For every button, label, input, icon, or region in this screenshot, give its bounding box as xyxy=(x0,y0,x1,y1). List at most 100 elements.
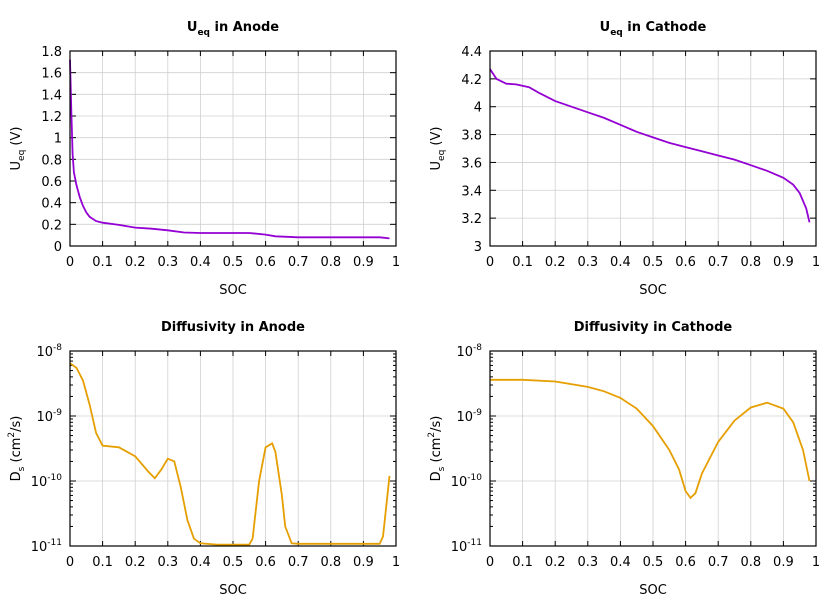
title-main: Diffusivity in Anode xyxy=(161,320,305,335)
y-label-part: eq xyxy=(17,150,27,161)
title-rest: in Cathode xyxy=(623,20,707,35)
plot-frame xyxy=(69,350,397,547)
data-series-line xyxy=(490,378,811,500)
y-tick-label: 1.4 xyxy=(41,88,62,103)
y-label-part: /s) xyxy=(429,416,444,432)
x-tick-label: 0 xyxy=(66,555,74,570)
x-tick-label: 0.3 xyxy=(157,255,178,270)
subplot-3: 0 0.1 0.2 0.3 0.4 0.5 0.6 0.7 0.8 0.9 110-1110-101… xyxy=(7,320,400,598)
y-tick-label: 10-9 xyxy=(456,408,482,425)
y-label-part: (V) xyxy=(9,127,24,150)
x-tick-label: 0.5 xyxy=(223,255,244,270)
subplot-1: 0 0.1 0.2 0.3 0.4 0.5 0.6 0.7 0.8 0.9 1 0 0.2 0.4 0.6 0… xyxy=(9,20,400,298)
chart-title: Ueq in Cathode xyxy=(600,20,707,38)
y-tick-label: 0 xyxy=(54,240,62,255)
y-axis-label: Ds (cm2/s) xyxy=(7,416,27,482)
y-label-part: (V) xyxy=(429,127,444,150)
x-axis-label: SOC xyxy=(219,283,247,298)
y-tick-label: 10-10 xyxy=(31,473,63,490)
x-tick-label: 1 xyxy=(392,255,400,270)
x-tick-label: 0.7 xyxy=(708,255,729,270)
y-tick-label: 3.8 xyxy=(461,129,482,144)
tick-exponent: -10 xyxy=(47,473,62,483)
y-label-part: D xyxy=(9,471,24,481)
x-tick-label: 0.5 xyxy=(643,555,664,570)
y-tick-label: 10-11 xyxy=(31,538,62,555)
chart-title: Diffusivity in Cathode xyxy=(574,320,733,335)
chart-title: Diffusivity in Anode xyxy=(161,320,305,335)
x-tick-label: 0.9 xyxy=(773,255,794,270)
tick-base: 10 xyxy=(36,410,53,425)
x-tick-label: 0.2 xyxy=(125,255,146,270)
y-tick-label: 3.2 xyxy=(461,212,482,227)
tick-exponent: -8 xyxy=(473,343,482,353)
tick-exponent: -8 xyxy=(53,343,62,353)
y-label-part: /s) xyxy=(9,416,24,432)
y-tick-label: 1.8 xyxy=(41,45,62,60)
title-subscript: eq xyxy=(197,28,210,38)
y-label-part: (cm xyxy=(9,438,24,467)
data-series-line xyxy=(69,59,390,240)
x-tick-label: 0.2 xyxy=(545,255,566,270)
x-tick-label: 0.2 xyxy=(125,555,146,570)
data-series-line xyxy=(69,362,391,546)
y-axis-label: Ueq (V) xyxy=(9,127,27,171)
x-tick-label: 0.1 xyxy=(512,255,533,270)
x-axis-label: SOC xyxy=(639,583,667,598)
x-tick-label: 0.9 xyxy=(353,255,374,270)
x-tick-label: 0 xyxy=(66,255,74,270)
y-label-part: s xyxy=(437,466,447,471)
tick-base: 10 xyxy=(31,540,48,555)
y-label-part: (cm xyxy=(429,438,444,467)
plot-frame xyxy=(489,50,817,247)
y-tick-label: 3.4 xyxy=(461,184,482,199)
y-label-part: U xyxy=(9,161,24,171)
tick-base: 10 xyxy=(36,345,53,360)
tick-base: 10 xyxy=(31,475,48,490)
data-series-line xyxy=(489,68,811,223)
y-tick-label: 0.2 xyxy=(41,218,62,233)
tick-base: 10 xyxy=(451,475,468,490)
y-tick-label: 0.6 xyxy=(41,175,62,190)
y-tick-label: 4.4 xyxy=(461,45,482,60)
tick-exponent: -11 xyxy=(47,538,62,548)
x-tick-label: 0.4 xyxy=(610,255,631,270)
y-tick-label: 10-11 xyxy=(451,538,482,555)
title-main: U xyxy=(187,20,198,35)
x-tick-label: 1 xyxy=(812,555,820,570)
x-tick-label: 0.7 xyxy=(288,255,309,270)
y-tick-label: 4 xyxy=(474,101,482,116)
y-tick-label: 10-10 xyxy=(451,473,483,490)
x-tick-label: 1 xyxy=(392,555,400,570)
y-tick-label: 10-9 xyxy=(36,408,62,425)
tick-base: 10 xyxy=(451,540,468,555)
y-label-part: D xyxy=(429,471,444,481)
y-tick-label: 1 xyxy=(54,132,62,147)
plot-frame xyxy=(69,50,397,247)
y-label-part: U xyxy=(429,161,444,171)
x-tick-label: 0.9 xyxy=(353,555,374,570)
x-tick-label: 0.8 xyxy=(740,555,761,570)
x-tick-label: 0.4 xyxy=(610,555,631,570)
x-tick-label: 0.9 xyxy=(773,555,794,570)
tick-exponent: -11 xyxy=(467,538,482,548)
x-axis-label: SOC xyxy=(639,283,667,298)
x-tick-label: 0.4 xyxy=(190,255,211,270)
y-tick-label: 0.8 xyxy=(41,153,62,168)
y-label-part: s xyxy=(17,466,27,471)
x-tick-label: 1 xyxy=(812,255,820,270)
x-axis-label: SOC xyxy=(219,583,247,598)
y-axis-label: Ueq (V) xyxy=(429,127,447,171)
y-label-part: 2 xyxy=(427,432,437,438)
tick-exponent: -9 xyxy=(473,408,482,418)
x-tick-label: 0 xyxy=(486,555,494,570)
y-label-part: eq xyxy=(437,150,447,161)
x-tick-label: 0.7 xyxy=(708,555,729,570)
x-tick-label: 0.1 xyxy=(92,255,113,270)
subplot-2: 0 0.1 0.2 0.3 0.4 0.5 0.6 0.7 0.8 0.9 1 3 3.2 3.4 3.6 3… xyxy=(429,20,820,298)
tick-exponent: -10 xyxy=(467,473,482,483)
x-tick-label: 0.6 xyxy=(255,255,276,270)
x-tick-label: 0.2 xyxy=(545,555,566,570)
x-tick-label: 0.8 xyxy=(740,255,761,270)
